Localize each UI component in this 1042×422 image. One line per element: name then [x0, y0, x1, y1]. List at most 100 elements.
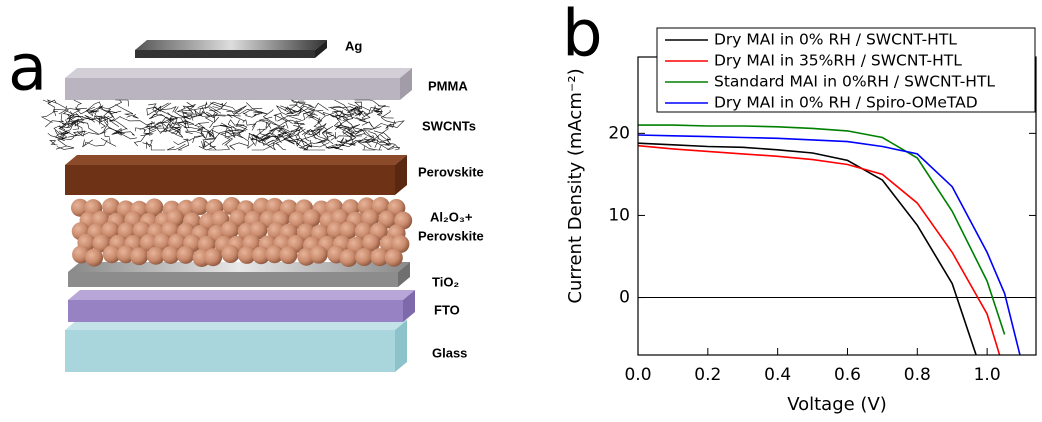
nanotube: [302, 105, 316, 119]
nanotube: [45, 113, 65, 128]
nanotube: [176, 104, 196, 113]
layer-label: TiO₂: [432, 274, 459, 289]
layer-label: PMMA: [428, 78, 468, 93]
nanotube: [316, 136, 334, 145]
x-tick-label: 1.0: [974, 365, 1001, 385]
series-line: [638, 142, 977, 355]
sphere: [339, 221, 358, 240]
nanotube: [339, 136, 353, 144]
sphere: [249, 221, 268, 240]
nanotube: [267, 142, 280, 151]
nanotube: [268, 119, 298, 132]
nanotube: [362, 145, 376, 151]
sphere: [102, 245, 121, 264]
layer-label: Perovskite: [418, 164, 484, 179]
nanotube: [103, 118, 110, 137]
nanotube: [245, 110, 268, 118]
nanotube: [189, 135, 203, 143]
nanotube: [299, 136, 327, 149]
nanotube: [55, 145, 75, 150]
x-tick-label: 0.0: [624, 365, 651, 385]
nanotube: [72, 118, 90, 130]
nanotube: [148, 103, 161, 113]
slab-front: [65, 165, 395, 195]
nanotube: [330, 110, 344, 120]
nanotube: [356, 112, 371, 123]
nanotube: [309, 113, 324, 130]
nanotube: [314, 123, 327, 130]
nanotube: [85, 106, 96, 117]
nanotube: [336, 114, 353, 135]
nanotube: [255, 128, 267, 143]
sphere: [371, 197, 390, 216]
nanotube: [53, 105, 67, 117]
layer-label: Glass: [432, 345, 467, 360]
nanotube: [47, 99, 57, 113]
nanotube: [54, 130, 67, 147]
sphere: [309, 245, 328, 264]
nanotube: [373, 110, 394, 119]
nanotube: [108, 99, 123, 109]
nanotube: [316, 110, 342, 121]
nanotube: [67, 114, 84, 122]
nanotube: [184, 127, 203, 131]
nanotube: [227, 134, 254, 149]
nanotube: [208, 127, 221, 138]
sphere: [190, 197, 209, 216]
nanotube: [354, 99, 380, 106]
series-line: [638, 134, 1021, 355]
nanotube: [263, 130, 278, 143]
series-line: [638, 144, 1001, 355]
nanotube: [328, 106, 354, 121]
slab-top: [68, 262, 410, 272]
sphere: [146, 246, 165, 265]
nanotube: [243, 119, 257, 131]
nanotube: [352, 129, 372, 138]
nanotube: [166, 143, 186, 151]
nanotube: [146, 102, 169, 116]
sphere: [252, 246, 271, 265]
nanotube: [275, 132, 296, 151]
nanotube: [325, 143, 344, 151]
nanotube: [374, 105, 383, 113]
nanotube: [205, 101, 238, 113]
nanotube: [368, 131, 391, 146]
nanotube: [220, 130, 245, 134]
nanotube: [358, 135, 379, 148]
nanotube: [139, 125, 159, 131]
nanotube: [182, 102, 195, 109]
nanotube: [310, 129, 330, 141]
nanotube: [173, 128, 184, 138]
sphere: [153, 233, 172, 252]
sphere: [102, 197, 121, 216]
nanotube: [182, 107, 196, 118]
nanotube: [361, 112, 371, 121]
legend-label: Dry MAI in 0% RH / SWCNT-HTL: [714, 31, 957, 49]
layer-label: Al₂O₃+: [430, 209, 473, 224]
nanotube: [185, 130, 204, 135]
slab-front: [68, 272, 398, 287]
slab-top: [65, 68, 412, 78]
x-tick-label: 0.6: [834, 365, 861, 385]
nanotube: [226, 131, 241, 139]
nanotube: [84, 139, 108, 147]
nanotube: [58, 122, 76, 130]
nanotube: [194, 122, 210, 129]
nanotube: [246, 102, 263, 116]
nanotube: [276, 131, 286, 143]
slab-side: [403, 290, 415, 322]
nanotube: [203, 137, 217, 149]
slab-front: [68, 300, 403, 322]
nanotube: [160, 102, 177, 113]
nanotube: [325, 132, 337, 141]
sphere: [101, 221, 120, 240]
nanotube: [201, 140, 217, 150]
nanotube: [280, 102, 306, 113]
sphere: [362, 233, 381, 252]
nanotube: [201, 106, 218, 118]
sphere: [339, 248, 358, 267]
slab-top: [65, 155, 407, 165]
nanotube: [227, 113, 241, 119]
sphere: [265, 245, 284, 264]
nanotube: [201, 130, 212, 140]
